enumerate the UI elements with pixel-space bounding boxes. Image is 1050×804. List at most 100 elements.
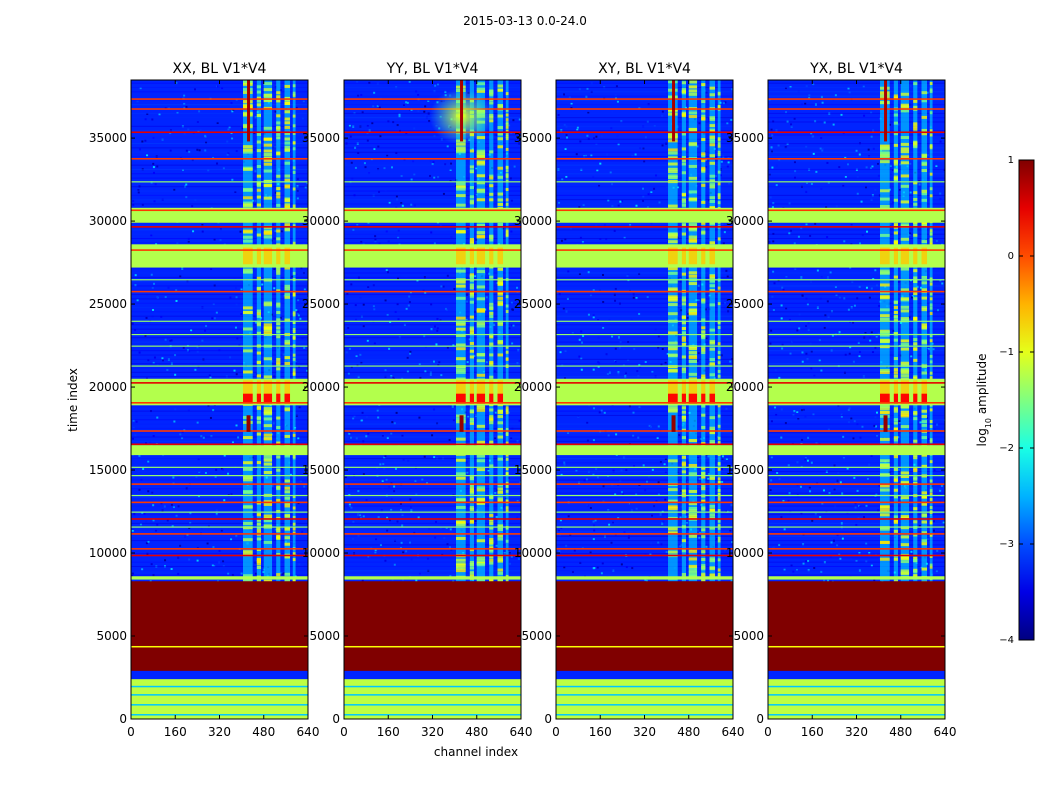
- noise-speck: [558, 550, 560, 552]
- channel-band-seg: [701, 138, 705, 141]
- noise-speck: [391, 421, 393, 423]
- bottom-stripe: [556, 686, 733, 688]
- channel-band-seg: [701, 167, 705, 170]
- noise-speck: [297, 437, 299, 439]
- channel-band-seg: [276, 361, 280, 364]
- channel-band-seg: [489, 93, 493, 96]
- noise-speck: [297, 312, 299, 314]
- channel-band-seg: [894, 114, 898, 117]
- channel-band-seg: [880, 205, 890, 208]
- channel-band-seg: [456, 317, 466, 320]
- channel-band-seg: [497, 167, 503, 170]
- noise-speck: [796, 329, 798, 331]
- noise-speck: [385, 369, 387, 371]
- noise-speck: [919, 421, 921, 423]
- noise-speck: [857, 197, 859, 199]
- channel-band-seg: [284, 340, 290, 343]
- channel-band-seg: [284, 490, 290, 493]
- noise-speck: [362, 412, 364, 414]
- noise-row: [131, 290, 308, 291]
- noise-row: [344, 557, 521, 558]
- noise-speck: [578, 271, 580, 273]
- channel-band-seg: [689, 93, 697, 96]
- noise-speck: [878, 305, 880, 307]
- noise-row: [344, 199, 521, 200]
- noise-speck: [411, 178, 413, 180]
- noise-speck: [154, 357, 156, 359]
- noise-row: [768, 281, 945, 282]
- y-tick-label: 15000: [302, 463, 340, 477]
- channel-band-seg: [243, 522, 253, 525]
- noise-row: [556, 411, 733, 412]
- noise-row: [768, 121, 945, 122]
- channel-band-seg: [913, 520, 917, 523]
- noise-speck: [512, 119, 514, 121]
- noise-speck: [384, 167, 386, 169]
- noise-speck: [137, 299, 139, 301]
- noise-row: [556, 285, 733, 286]
- channel-band-seg: [701, 117, 705, 120]
- channel-band-seg: [264, 323, 272, 326]
- noise-speck: [727, 165, 729, 167]
- channel-band-seg: [257, 85, 261, 88]
- noise-speck: [697, 529, 699, 531]
- noise-speck: [171, 568, 173, 570]
- noise-speck: [728, 161, 730, 163]
- noise-speck: [191, 205, 193, 207]
- noise-row: [556, 570, 733, 571]
- panel-3-image: [556, 80, 735, 719]
- noise-speck: [868, 464, 870, 466]
- noise-speck: [662, 111, 664, 113]
- noise-speck: [377, 417, 379, 419]
- channel-band-seg: [497, 145, 503, 148]
- channel-band-seg: [264, 541, 272, 544]
- noise-speck: [857, 193, 859, 195]
- noise-row: [131, 372, 308, 373]
- noise-speck: [364, 162, 366, 164]
- channel-band-seg: [470, 149, 474, 152]
- noise-speck: [204, 330, 206, 332]
- noise-speck: [662, 521, 664, 523]
- noise-row: [556, 169, 733, 170]
- channel-band-seg: [276, 456, 280, 459]
- noise-speck: [813, 567, 815, 569]
- noise-speck: [198, 110, 200, 112]
- channel-band-seg: [477, 409, 485, 412]
- channel-band-seg: [276, 272, 280, 275]
- noise-speck: [188, 558, 190, 560]
- noise-speck: [366, 416, 368, 418]
- y-tick-label: 35000: [302, 131, 340, 145]
- noise-speck: [212, 546, 214, 548]
- channel-band-seg: [477, 150, 485, 153]
- noise-row: [131, 531, 308, 532]
- channel-band-seg: [506, 358, 509, 361]
- noise-row: [131, 195, 308, 196]
- noise-speck: [868, 149, 870, 151]
- channel-band-seg: [284, 497, 290, 500]
- time-line: [556, 279, 733, 280]
- channel-band-seg: [506, 472, 509, 475]
- noise-row: [768, 557, 945, 558]
- channel-band-seg: [668, 354, 678, 357]
- noise-speck: [352, 521, 354, 523]
- channel-band-seg: [913, 347, 917, 350]
- noise-speck: [878, 175, 880, 177]
- noise-speck: [799, 314, 801, 316]
- channel-band-seg: [243, 240, 253, 243]
- channel-band-seg: [284, 175, 290, 178]
- channel-band-seg: [276, 114, 280, 117]
- noise-speck: [724, 231, 726, 233]
- noise-row: [344, 562, 521, 563]
- noise-row: [344, 203, 521, 204]
- noise-speck: [373, 308, 375, 310]
- noise-speck: [722, 455, 724, 457]
- noise-speck: [566, 137, 568, 139]
- noise-speck: [811, 183, 813, 185]
- noise-row: [344, 355, 521, 356]
- noise-row: [344, 169, 521, 170]
- time-block: [344, 244, 521, 267]
- channel-band-seg: [668, 163, 678, 166]
- noise-speck: [615, 433, 617, 435]
- channel-band-seg: [497, 89, 503, 92]
- noise-row: [768, 147, 945, 148]
